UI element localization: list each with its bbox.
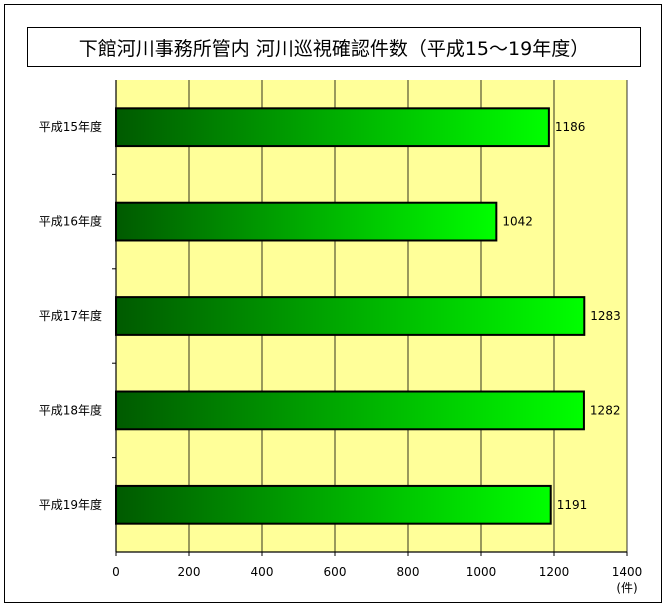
x-tick-label: 0 bbox=[112, 565, 120, 579]
category-label: 平成15年度 bbox=[39, 119, 102, 134]
bar bbox=[115, 201, 498, 242]
x-tick-label: 400 bbox=[251, 565, 274, 579]
bar bbox=[115, 107, 550, 148]
x-tick-label: 600 bbox=[324, 565, 347, 579]
bar bbox=[115, 296, 586, 336]
chart-title: 下館河川事務所管内 河川巡視確認件数（平成15～19年度） bbox=[27, 27, 641, 67]
x-tick-label: 200 bbox=[178, 565, 201, 579]
category-label: 平成18年度 bbox=[39, 402, 102, 417]
category-label: 平成16年度 bbox=[39, 214, 102, 229]
x-tick-label: 1000 bbox=[466, 565, 497, 579]
category-label: 平成19年度 bbox=[39, 497, 102, 512]
x-tick-label: 1400 bbox=[612, 565, 643, 579]
bar bbox=[115, 390, 585, 431]
data-label: 1186 bbox=[555, 120, 586, 134]
data-label: 1282 bbox=[590, 403, 621, 417]
data-label: 1042 bbox=[502, 215, 533, 229]
bar bbox=[115, 484, 552, 525]
x-unit-label: (件) bbox=[616, 581, 637, 595]
x-tick-label: 1200 bbox=[539, 565, 570, 579]
x-tick-label: 800 bbox=[397, 565, 420, 579]
category-label: 平成17年度 bbox=[39, 308, 102, 323]
data-label: 1283 bbox=[590, 309, 621, 323]
data-label: 1191 bbox=[557, 498, 588, 512]
